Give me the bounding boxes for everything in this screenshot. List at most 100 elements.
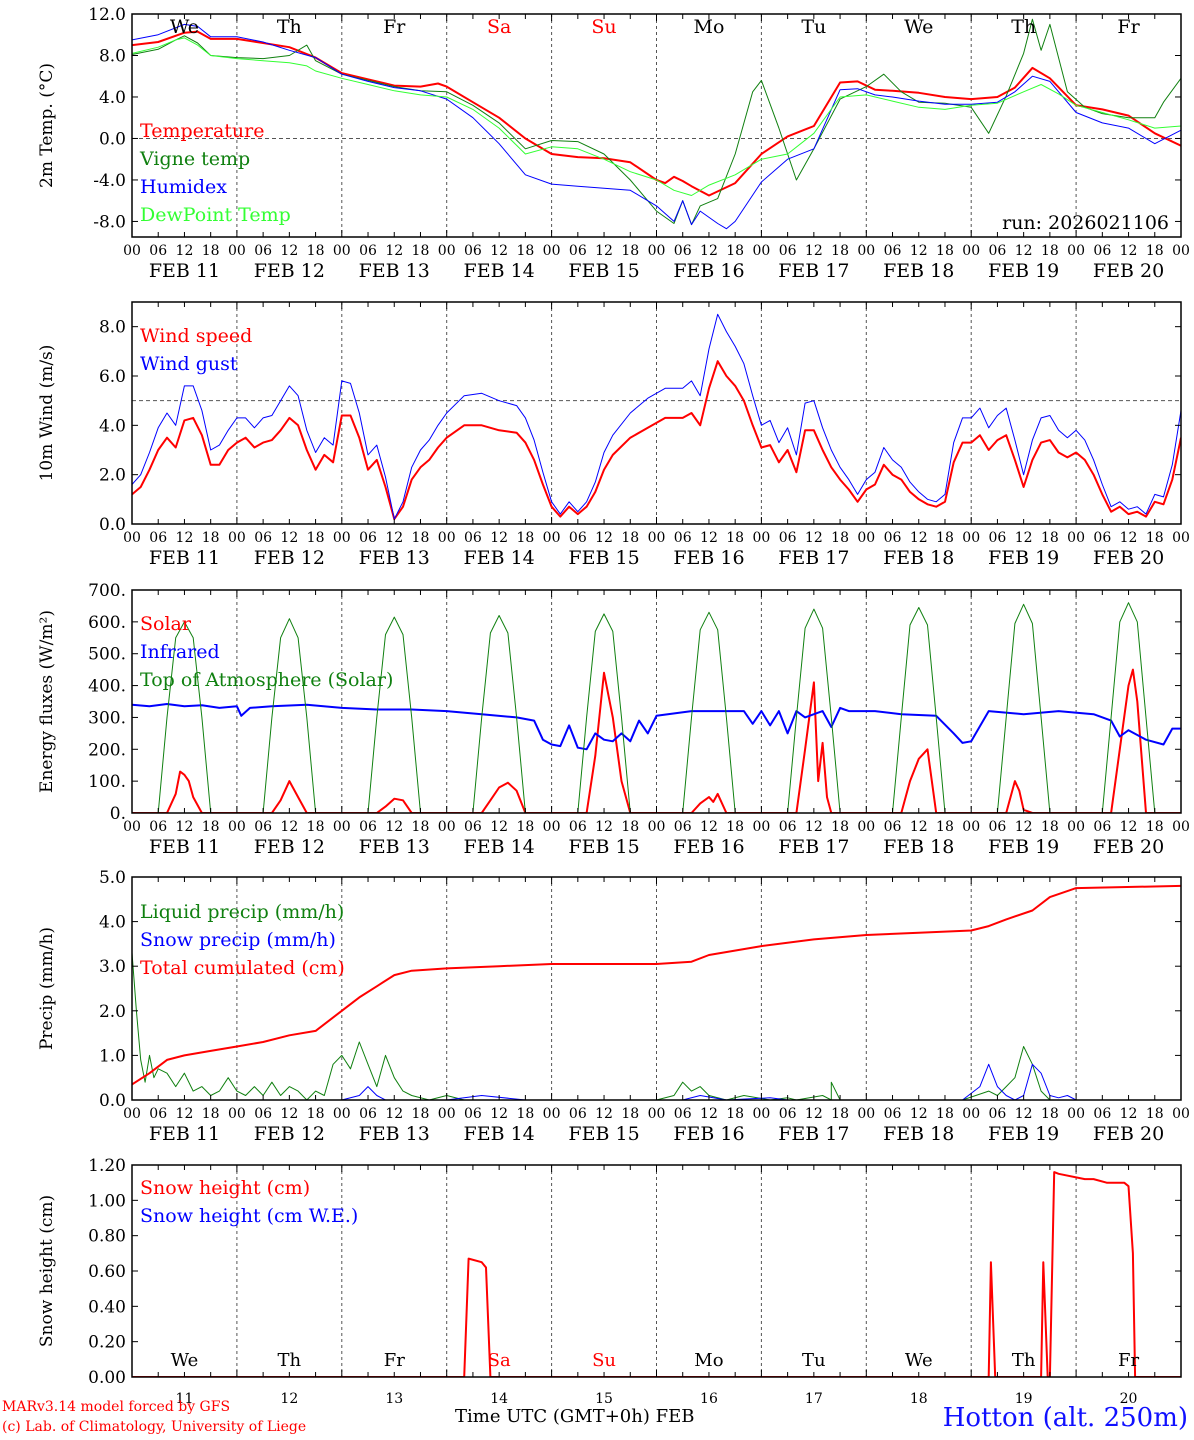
hour-tick-label: 12 (385, 819, 403, 835)
panel-temp: 12.0 8.0 4.0 0.0 -4.0 -8.0 2m Temp. (°C) Temper… (37, 5, 1190, 282)
date-label: FEB 13 (359, 1123, 430, 1145)
date-label: FEB 18 (883, 1123, 954, 1145)
hour-tick-label: 18 (1146, 530, 1164, 546)
hour-tick-label: 18 (307, 819, 325, 835)
day-number-label: 12 (280, 1391, 298, 1407)
y-tick-label: 500. (88, 645, 126, 665)
series-line-solar (132, 668, 1181, 813)
hour-tick-label: 00 (228, 530, 246, 546)
hour-tick-label: 12 (385, 243, 403, 259)
hour-tick-label: 00 (857, 1106, 875, 1122)
legend-entry: Snow height (cm W.E.) (140, 1205, 358, 1227)
date-label: FEB 14 (464, 836, 535, 858)
hour-tick-label: 06 (149, 530, 167, 546)
panel-flux: 700. 600. 500. 400. 300. 200. 100. 0. Energy flu… (37, 581, 1190, 858)
date-label: FEB 15 (568, 1123, 639, 1145)
hour-tick-label: 00 (438, 1106, 456, 1122)
hour-tick-label: 12 (385, 530, 403, 546)
day-name-label: Sa (487, 16, 511, 38)
date-label: FEB 12 (254, 1123, 325, 1145)
hour-tick-label: 12 (1015, 1106, 1033, 1122)
y-tick-label: 4.0 (99, 416, 126, 436)
hour-tick-label: 00 (857, 530, 875, 546)
date-label: FEB 20 (1093, 260, 1164, 282)
y-axis-label: Precip (mm/h) (37, 927, 57, 1050)
date-label: FEB 18 (883, 547, 954, 569)
hour-tick-label: 18 (726, 1106, 744, 1122)
legend-entry: DewPoint Temp (140, 204, 291, 226)
hour-tick-label: 18 (621, 530, 639, 546)
hour-tick-label: 18 (202, 530, 220, 546)
date-label: FEB 16 (673, 836, 744, 858)
date-label: FEB 14 (464, 1123, 535, 1145)
y-tick-label: 1.20 (88, 1156, 126, 1176)
panel-snow: 1.20 1.00 0.80 0.60 0.40 0.20 0.00 Snow height … (37, 1156, 1182, 1407)
hour-tick-label: 06 (464, 1106, 482, 1122)
date-label: FEB 13 (359, 836, 430, 858)
day-name-label: Th (278, 1350, 302, 1371)
hour-tick-label: 18 (831, 1106, 849, 1122)
hour-tick-label: 06 (359, 530, 377, 546)
date-label: FEB 17 (778, 547, 849, 569)
day-name-label: We (905, 1350, 933, 1371)
hour-tick-label: 12 (1015, 819, 1033, 835)
hour-tick-label: 06 (569, 243, 587, 259)
hour-tick-label: 00 (1067, 1106, 1085, 1122)
legend-entry: Humidex (140, 176, 227, 198)
y-tick-label: 8.0 (99, 318, 126, 338)
hour-tick-label: 00 (438, 243, 456, 259)
day-name-label: Fr (1118, 1350, 1139, 1371)
day-name-label: Mo (694, 1350, 723, 1371)
series-line-vigne-temp (132, 18, 1181, 226)
hour-tick-label: 12 (805, 819, 823, 835)
day-name-label: We (170, 16, 199, 38)
hour-tick-label: 06 (674, 530, 692, 546)
hour-tick-label: 00 (333, 243, 351, 259)
hour-tick-label: 18 (1146, 243, 1164, 259)
series-line-dewpoint-temp (132, 37, 1181, 196)
hour-tick-label: 00 (123, 530, 141, 546)
series-line-humidex (132, 23, 1181, 230)
hour-tick-label: 06 (779, 819, 797, 835)
date-label: FEB 15 (568, 547, 639, 569)
hour-tick-label: 18 (726, 819, 744, 835)
day-number-label: 19 (1015, 1391, 1033, 1407)
date-label: FEB 15 (568, 836, 639, 858)
legend-entry: Infrared (140, 641, 220, 663)
y-tick-label: 3.0 (99, 957, 126, 977)
hour-tick-label: 18 (307, 1106, 325, 1122)
hour-tick-label: 12 (700, 819, 718, 835)
date-label: FEB 12 (254, 547, 325, 569)
day-name-label: Tu (802, 1350, 826, 1371)
hour-tick-label: 12 (385, 1106, 403, 1122)
x-axis-title: Time UTC (GMT+0h) FEB (455, 1406, 695, 1427)
hour-tick-label: 12 (490, 243, 508, 259)
date-label: FEB 20 (1093, 547, 1164, 569)
y-tick-label: 0.60 (88, 1262, 126, 1282)
date-label: FEB 19 (988, 1123, 1059, 1145)
date-label: FEB 11 (149, 260, 220, 282)
series-line-wind-speed (132, 360, 1181, 521)
hour-tick-label: 12 (1015, 243, 1033, 259)
hour-tick-label: 00 (648, 530, 666, 546)
day-name-label: Fr (384, 1350, 405, 1371)
y-tick-label: 1.00 (88, 1191, 126, 1211)
panel-wind: 8.0 6.0 4.0 2.0 0.0 10m Wind (m/s) Wind speed W… (37, 301, 1190, 569)
hour-tick-label: 00 (648, 819, 666, 835)
hour-tick-label: 06 (569, 819, 587, 835)
y-axis-label: Energy fluxes (W/m²) (37, 610, 57, 793)
y-tick-label: 0.80 (88, 1227, 126, 1247)
hour-tick-label: 00 (333, 1106, 351, 1122)
date-label: FEB 12 (254, 836, 325, 858)
station-name: Hotton (alt. 250m) (942, 1403, 1188, 1433)
date-label: FEB 13 (359, 547, 430, 569)
hour-tick-label: 18 (936, 243, 954, 259)
legend-entry: Liquid precip (mm/h) (140, 901, 344, 923)
hour-tick-label: 12 (910, 243, 928, 259)
day-name-label: Fr (383, 16, 406, 38)
hour-tick-label: 18 (1146, 819, 1164, 835)
day-name-label: Th (277, 16, 302, 38)
hour-tick-label: 06 (884, 530, 902, 546)
hour-tick-label: 12 (280, 530, 298, 546)
hour-tick-label: 12 (280, 819, 298, 835)
